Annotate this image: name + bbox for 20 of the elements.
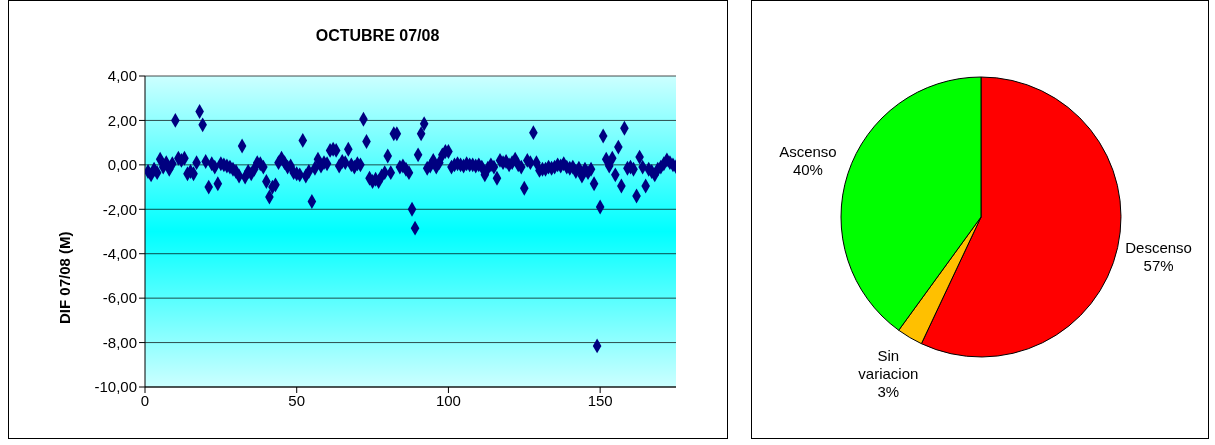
- x-tick-label: 50: [288, 391, 306, 409]
- y-tick-label: -6,00: [102, 289, 137, 307]
- y-tick-label: 2,00: [107, 111, 137, 129]
- x-tick-label: 150: [587, 391, 613, 409]
- y-tick-label: -10,00: [94, 378, 137, 396]
- slice-label: Descenso: [1125, 238, 1192, 256]
- chart-title: OCTUBRE 07/08: [314, 27, 441, 45]
- y-axis-title: DIF 07/08 (M): [56, 231, 74, 325]
- slice-label: Ascenso: [779, 142, 837, 160]
- y-tick-label: -4,00: [102, 245, 137, 263]
- y-tick-label: 4,00: [107, 67, 137, 85]
- data-label: 3%: [877, 382, 900, 400]
- y-tick-label: -2,00: [102, 200, 137, 218]
- y-tick-label: -8,00: [102, 333, 137, 351]
- slice-label: Sin variacion: [858, 346, 919, 382]
- data-label: 40%: [792, 160, 823, 178]
- x-tick-label: 100: [435, 391, 461, 409]
- x-tick-label: 0: [140, 391, 150, 409]
- data-label: 57%: [1143, 256, 1174, 274]
- y-tick-label: 0,00: [107, 156, 137, 174]
